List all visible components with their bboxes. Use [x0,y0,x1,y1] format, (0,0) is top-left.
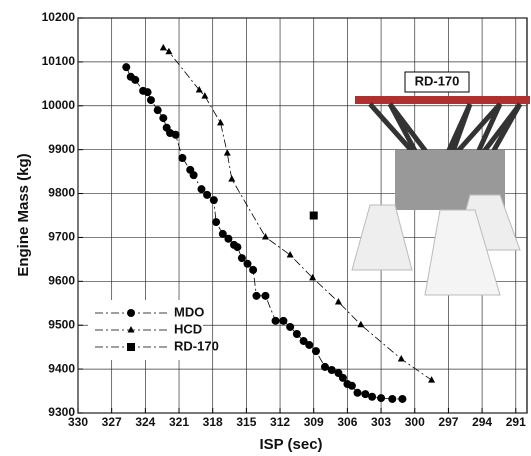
point [209,196,218,205]
point [146,96,155,105]
legend-entries: MDO HCD RD-170 [95,304,219,353]
point [252,291,261,300]
point [279,316,288,325]
point [377,394,386,403]
engine-struts [368,102,523,177]
y-tick-label: 9700 [48,230,75,244]
point [338,373,347,382]
engine-ring [355,96,530,104]
point [127,343,135,351]
point [165,47,173,55]
point [178,154,187,163]
point [249,265,258,274]
trend-line [163,47,432,381]
x-tick-label: 324 [135,415,155,429]
point [159,114,168,123]
point [320,362,329,371]
point [243,259,252,268]
engine-illustration: RD-170 [351,71,530,296]
y-tick-label: 9900 [48,142,75,156]
x-axis-title: ISP (sec) [259,436,322,453]
annotation-box [404,71,470,93]
y-tick-label: 9600 [48,274,75,288]
point [309,273,317,281]
point [311,347,320,356]
point [237,254,246,263]
x-tick-label: 312 [270,415,290,429]
point [286,251,294,258]
point [143,88,152,97]
nozzle [424,209,501,296]
point [224,234,233,243]
point [218,229,227,238]
point [233,243,242,252]
point [286,322,295,331]
y-tick-label: 9400 [48,361,75,375]
point [292,330,301,338]
point [223,149,231,156]
point [171,130,180,139]
point [271,316,280,325]
y-tick-label: 10100 [42,54,76,68]
nozzle [351,204,413,271]
point [368,392,377,401]
point [361,390,370,399]
point [203,190,212,199]
y-axis-title: Engine Mass (kg) [15,153,32,276]
point [201,92,209,99]
x-tick-label: 300 [405,415,425,429]
point [353,388,362,397]
point [428,376,436,383]
point [159,43,167,51]
x-tick-label: 318 [203,415,223,429]
x-tick-label: 315 [236,415,256,429]
annotation: RD-170 [415,73,460,88]
point [261,291,270,300]
point [388,394,397,403]
x-tick-label: 306 [337,415,357,429]
x-tick-label: 297 [438,415,458,429]
point [189,171,198,180]
point [327,365,336,374]
y-tick-label: 9500 [48,317,75,331]
point [131,75,140,84]
point [305,340,314,349]
y-tick-label: 9800 [48,186,75,200]
point [122,63,131,72]
point [357,320,365,328]
point [153,106,162,115]
x-tick-label: 309 [304,415,324,429]
point [228,175,236,182]
legend-label: RD-170 [174,338,219,353]
x-tick-label: 321 [169,415,189,429]
point [195,85,203,93]
point [397,355,405,362]
legend-label: HCD [174,321,202,336]
point [261,233,269,240]
point [127,309,135,317]
x-tick-label: 294 [472,415,492,429]
x-tick-label: 291 [506,415,526,429]
point [197,185,206,194]
point [347,381,356,390]
x-tick-label: 327 [102,415,122,429]
point [299,337,308,346]
x-tick-label: 303 [371,415,391,429]
legend-label: MDO [174,304,204,319]
x-tick-label: 330 [68,415,88,429]
point [217,118,225,126]
point [127,326,135,333]
point [398,394,407,403]
marks [122,43,436,403]
point [212,218,221,227]
point [334,297,342,305]
y-tick-label: 9300 [48,405,75,419]
y-tick-label: 10000 [42,98,76,112]
point [309,211,318,220]
y-tick-label: 10200 [42,10,76,24]
